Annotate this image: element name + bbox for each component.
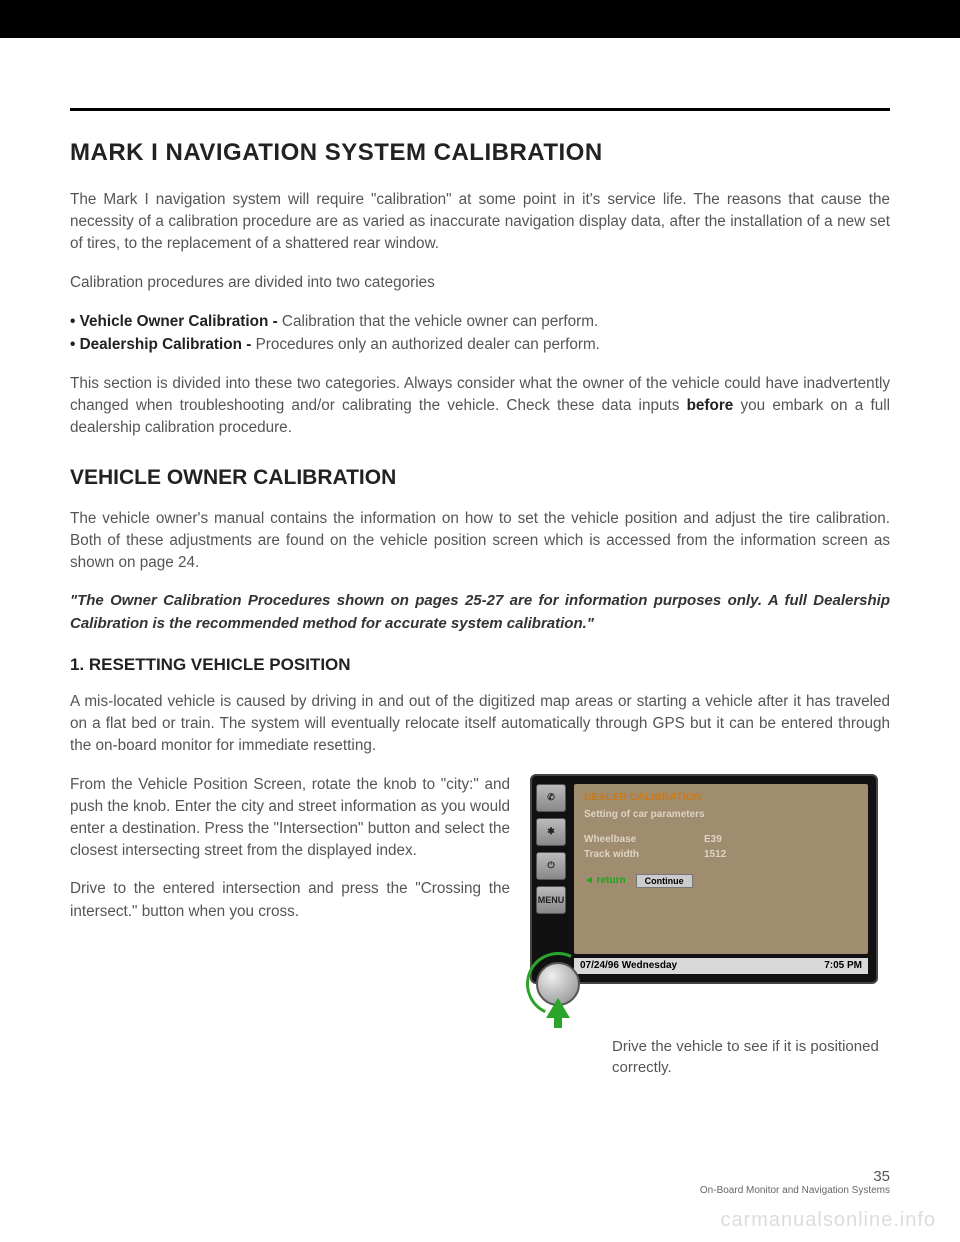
paragraph: This section is divided into these two c… bbox=[70, 373, 890, 440]
document-page: MARK I NAVIGATION SYSTEM CALIBRATION The… bbox=[0, 0, 960, 1242]
row-value: 1512 bbox=[704, 849, 726, 860]
knob-illustration bbox=[522, 956, 602, 1026]
paragraph: The vehicle owner's manual contains the … bbox=[70, 508, 890, 575]
bullet-list: • Vehicle Owner Calibration - Calibratio… bbox=[70, 310, 890, 357]
arrow-stem-icon bbox=[554, 1014, 562, 1028]
status-bar: 07/24/96 Wednesday 7:05 PM bbox=[574, 958, 868, 974]
paragraph: The Mark I navigation system will requir… bbox=[70, 189, 890, 256]
screen-row: Track width1512 bbox=[584, 849, 858, 860]
two-column-layout: From the Vehicle Position Screen, rotate… bbox=[70, 774, 890, 1078]
bold-word: before bbox=[687, 397, 734, 414]
figure-caption: Drive the vehicle to see if it is positi… bbox=[530, 1036, 890, 1078]
power-icon: ⏻ bbox=[536, 852, 566, 880]
screen-button-row: ◄ return Continue bbox=[584, 874, 858, 888]
italic-note: "The Owner Calibration Procedures shown … bbox=[70, 590, 890, 635]
paragraph: Calibration procedures are divided into … bbox=[70, 272, 890, 294]
footer-text: On-Board Monitor and Navigation Systems bbox=[700, 1185, 890, 1196]
figure-wrap: ✆ ✱ ⏻ MENU DEALER CALIBRATION Setting of… bbox=[530, 774, 890, 1078]
monitor-screen: DEALER CALIBRATION Setting of car parame… bbox=[574, 784, 868, 954]
bullet-text: Calibration that the vehicle owner can p… bbox=[282, 313, 598, 330]
phone-icon: ✆ bbox=[536, 784, 566, 812]
return-button: ◄ return bbox=[584, 875, 626, 886]
heading-section: VEHICLE OWNER CALIBRATION bbox=[70, 466, 890, 490]
screen-title: DEALER CALIBRATION bbox=[584, 792, 858, 803]
paragraph: A mis-located vehicle is caused by drivi… bbox=[70, 691, 890, 758]
bullet-text: Procedures only an authorized dealer can… bbox=[256, 336, 600, 353]
watermark: carmanualsonline.info bbox=[720, 1209, 936, 1232]
row-label: Track width bbox=[584, 849, 704, 860]
bullet-label: • Vehicle Owner Calibration - bbox=[70, 313, 282, 330]
heading-main: MARK I NAVIGATION SYSTEM CALIBRATION bbox=[70, 139, 890, 167]
bullet-item: • Vehicle Owner Calibration - Calibratio… bbox=[70, 310, 890, 334]
screen-row: WheelbaseE39 bbox=[584, 834, 858, 845]
star-icon: ✱ bbox=[536, 818, 566, 846]
top-black-bar bbox=[0, 0, 960, 38]
bullet-item: • Dealership Calibration - Procedures on… bbox=[70, 333, 890, 357]
paragraph: From the Vehicle Position Screen, rotate… bbox=[70, 774, 510, 863]
side-buttons: ✆ ✱ ⏻ MENU bbox=[536, 784, 570, 914]
row-value: E39 bbox=[704, 834, 722, 845]
paragraph: Drive to the entered intersection and pr… bbox=[70, 878, 510, 922]
horizontal-rule bbox=[70, 108, 890, 111]
row-label: Wheelbase bbox=[584, 834, 704, 845]
page-footer: 35 On-Board Monitor and Navigation Syste… bbox=[700, 1168, 890, 1196]
onboard-monitor: ✆ ✱ ⏻ MENU DEALER CALIBRATION Setting of… bbox=[530, 774, 878, 984]
screen-subtitle: Setting of car parameters bbox=[584, 809, 858, 820]
status-time: 7:05 PM bbox=[824, 960, 862, 971]
continue-button: Continue bbox=[636, 874, 693, 888]
heading-subsection: 1. RESETTING VEHICLE POSITION bbox=[70, 655, 890, 675]
bullet-label: • Dealership Calibration - bbox=[70, 336, 256, 353]
page-number: 35 bbox=[700, 1168, 890, 1185]
menu-button: MENU bbox=[536, 886, 566, 914]
left-column: From the Vehicle Position Screen, rotate… bbox=[70, 774, 510, 923]
